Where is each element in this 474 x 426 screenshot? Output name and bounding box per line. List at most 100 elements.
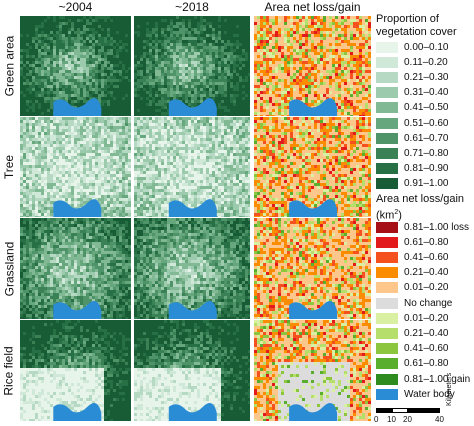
- legend-change-label: 0.61–0.80: [404, 358, 449, 370]
- column-header-2018: ~2018: [175, 0, 209, 14]
- legend-change-item: 0.01–0.20: [376, 282, 449, 294]
- legend-vegetation-swatch: [376, 147, 398, 159]
- legend-vegetation-item: 0.31–0.40: [376, 87, 449, 99]
- scale-segment: [408, 408, 440, 413]
- legend-change-swatch: [376, 267, 398, 279]
- legend-vegetation-label: 0.00–0.10: [404, 41, 449, 53]
- legend-vegetation-label: 0.31–0.40: [404, 87, 449, 99]
- legend-vegetation-label: 0.91–1.00: [404, 178, 449, 190]
- legend-change-swatch: [376, 282, 398, 294]
- legend-vegetation-label: 0.11–0.20: [404, 56, 448, 68]
- legend-vegetation-swatch: [376, 87, 398, 99]
- legend-vegetation-swatch: [376, 102, 398, 114]
- legend-change-item: Water body: [376, 388, 455, 400]
- legend-vegetation-title: Proportion of vegetation cover: [376, 13, 457, 38]
- legend-vegetation-item: 0.41–0.50: [376, 102, 449, 114]
- column-header-net-change: Area net loss/gain: [264, 0, 361, 14]
- legend-change-item: 0.01–0.20: [376, 312, 449, 324]
- map-green-area-change: [254, 16, 371, 116]
- legend-change-swatch: [376, 236, 398, 248]
- legend-change-label: 0.41–0.60: [404, 343, 449, 355]
- map-tree-2018: [134, 117, 250, 217]
- legend-change-swatch: [376, 221, 398, 233]
- legend-vegetation-label: 0.81–0.90: [404, 163, 449, 175]
- scale-segment: [376, 408, 392, 413]
- legend-change-item: 0.81–1.00 loss: [376, 221, 469, 233]
- scale-bar: 0 10 20 40 Kilometers: [374, 373, 474, 426]
- legend-change-label: No change: [404, 297, 453, 309]
- legend-change-item: 0.81–1.00 gain: [376, 373, 470, 385]
- map-grassland-change: [254, 218, 371, 319]
- water-body: [168, 403, 217, 421]
- water-body: [53, 301, 102, 319]
- legend-change-label: Water body: [404, 388, 455, 400]
- legend-vegetation-swatch: [376, 178, 398, 190]
- water-body: [168, 199, 217, 217]
- legend-change-label: 0.21–0.40: [404, 267, 449, 279]
- legend-vegetation-label: 0.51–0.60: [404, 117, 449, 129]
- legend-vegetation-label: 0.71–0.80: [404, 147, 449, 159]
- water-body: [289, 301, 338, 319]
- legend-vegetation-label: 0.61–0.70: [404, 132, 449, 144]
- scale-tick-label: 10: [387, 415, 396, 424]
- map-rice-field-change: [254, 320, 371, 421]
- legend-change-label: 0.81–1.00 gain: [404, 373, 471, 385]
- map-tree-2004: [20, 117, 131, 217]
- legend-vegetation-item: 0.21–0.30: [376, 71, 449, 83]
- legend-vegetation-item: 0.00–0.10: [376, 41, 449, 53]
- legend-vegetation-item: 0.11–0.20: [376, 56, 448, 68]
- water-body: [289, 403, 338, 421]
- legend-vegetation-item: 0.51–0.60: [376, 117, 449, 129]
- legend-change-item: 0.61–0.80: [376, 236, 449, 248]
- water-body: [168, 98, 217, 116]
- legend-change-swatch: [376, 251, 398, 263]
- row-label-tree: Tree: [2, 154, 17, 180]
- legend-change-item: 0.41–0.60: [376, 343, 449, 355]
- map-rice-field-2018: [134, 320, 250, 421]
- legend-change-item: 0.41–0.60: [376, 251, 449, 263]
- legend-change-item: 0.21–0.40: [376, 327, 449, 339]
- column-header-2004: ~2004: [58, 0, 93, 14]
- legend-vegetation-swatch: [376, 132, 398, 144]
- legend-change-label: 0.01–0.20: [404, 282, 449, 294]
- legend-vegetation-swatch: [376, 71, 398, 83]
- legend-change-swatch: [376, 358, 398, 370]
- row-label-rice-field: Rice field: [2, 345, 17, 396]
- scale-tick-label: 0: [374, 415, 379, 424]
- legend-change-label: 0.01–0.20: [404, 312, 449, 324]
- water-body: [289, 98, 338, 116]
- row-label-grassland: Grassland: [2, 241, 17, 296]
- legend-vegetation-item: 0.61–0.70: [376, 132, 449, 144]
- map-rice-field-2004: [20, 320, 131, 421]
- water-body: [289, 199, 338, 217]
- legend-vegetation-swatch: [376, 41, 398, 53]
- legend-change-swatch: [376, 327, 398, 339]
- legend-vegetation-item: 0.91–1.00: [376, 178, 449, 190]
- row-label-green-area: Green area: [2, 35, 17, 97]
- map-green-area-2004: [20, 16, 131, 116]
- water-body: [168, 301, 217, 319]
- legend-change-item: No change: [376, 297, 452, 309]
- legend-change-swatch: [376, 312, 398, 324]
- water-body: [53, 98, 102, 116]
- legend-change-item: 0.61–0.80: [376, 358, 449, 370]
- water-body: [53, 199, 102, 217]
- legend-change-label: 0.61–0.80: [404, 236, 449, 248]
- legend-vegetation-label: 0.41–0.50: [404, 102, 449, 114]
- legend-vegetation-swatch: [376, 117, 398, 129]
- map-tree-change: [254, 117, 371, 217]
- legend-vegetation-item: 0.71–0.80: [376, 147, 449, 159]
- legend-change-label: 0.41–0.60: [404, 251, 449, 263]
- scale-tick-label: 40: [435, 415, 444, 424]
- water-body: [53, 403, 102, 421]
- scale-unit-label: Kilometers: [446, 372, 453, 406]
- scale-segment: [392, 408, 408, 413]
- legend-vegetation-swatch: [376, 163, 398, 175]
- legend-change-swatch: [376, 373, 398, 385]
- legend-change-swatch: [376, 388, 398, 400]
- legend-change-swatch: [376, 297, 398, 309]
- legend-vegetation-item: 0.81–0.90: [376, 163, 449, 175]
- legend-vegetation-swatch: [376, 56, 398, 68]
- legend-change-item: 0.21–0.40: [376, 267, 449, 279]
- legend-vegetation-label: 0.21–0.30: [404, 71, 449, 83]
